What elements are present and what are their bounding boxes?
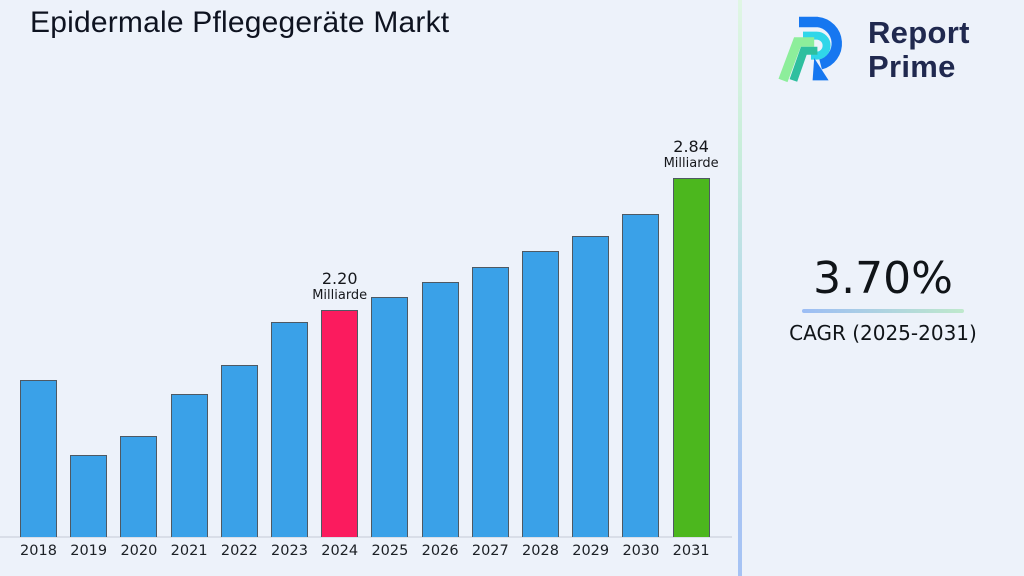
x-tick-2018: 2018 — [20, 543, 57, 559]
x-axis-line — [0, 536, 732, 538]
x-tick-2020: 2020 — [120, 543, 158, 559]
bar-chart: 2.20 Milliarde 2.84 Milliarde — [0, 137, 732, 538]
bar-2018 — [20, 380, 57, 537]
page-title: Epidermale Pflegegeräte Markt — [30, 6, 450, 39]
bar-2027 — [471, 267, 509, 537]
x-tick-2031: 2031 — [672, 543, 710, 559]
cagr-block: 3.70% CAGR (2025-2031) — [760, 253, 1006, 346]
x-tick-2027: 2027 — [471, 543, 509, 559]
bar-2029 — [572, 236, 610, 537]
bar-2022 — [220, 365, 258, 537]
bar-2019 — [70, 455, 108, 537]
x-tick-2022: 2022 — [220, 543, 258, 559]
report-prime-logo-icon — [778, 16, 842, 83]
x-tick-2019: 2019 — [70, 543, 108, 559]
brand-logo: Report Prime — [774, 10, 970, 90]
brand-name-prime: Prime — [868, 49, 956, 84]
bar-2031 — [672, 178, 710, 537]
bar-2021 — [170, 394, 208, 537]
bar-2028 — [522, 251, 559, 537]
x-tick-2030: 2030 — [622, 543, 660, 559]
cagr-underline — [802, 309, 964, 313]
x-axis-labels: 2018 2019 2020 2021 2022 2023 2024 2025 2026 2027… — [0, 543, 740, 567]
brand-name-report: Report — [868, 15, 970, 50]
x-tick-2029: 2029 — [572, 543, 610, 559]
bar-2020 — [120, 436, 158, 537]
bar-2024 — [321, 310, 359, 537]
bar-value-label-2024: 2.20 Milliarde — [312, 269, 368, 303]
x-tick-2025: 2025 — [371, 543, 409, 559]
bar-2023 — [271, 322, 308, 537]
x-tick-2024: 2024 — [321, 543, 359, 559]
bar-2025 — [371, 297, 409, 537]
bar-2026 — [421, 282, 459, 537]
cagr-value: 3.70% — [813, 253, 953, 304]
x-tick-2021: 2021 — [170, 543, 208, 559]
cagr-label: CAGR (2025-2031) — [789, 321, 977, 345]
x-tick-2026: 2026 — [421, 543, 459, 559]
x-tick-2023: 2023 — [271, 543, 308, 559]
bar-2030 — [622, 214, 660, 537]
x-tick-2028: 2028 — [522, 543, 559, 559]
bar-value-label-2031: 2.84 Milliarde — [663, 137, 719, 171]
brand-name: Report Prime — [868, 16, 970, 84]
panel-divider — [738, 0, 742, 576]
